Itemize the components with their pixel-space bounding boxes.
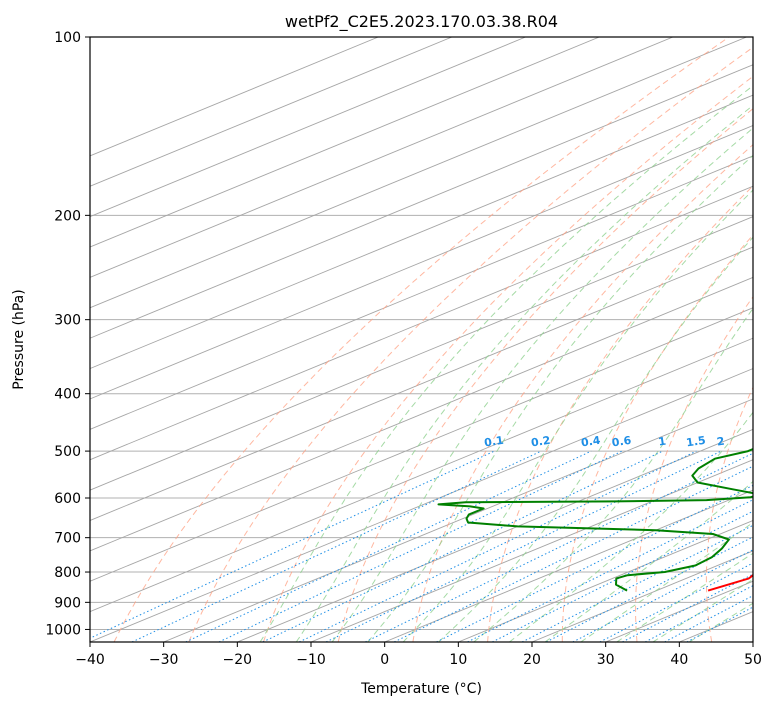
isotherm-line — [90, 368, 753, 642]
isotherm-line — [90, 125, 753, 400]
x-axis-label: Temperature (°C) — [360, 681, 482, 697]
mixing-ratio-label: 2 — [716, 435, 725, 449]
dry-adiabat-line — [412, 143, 753, 642]
isotherm-line — [384, 489, 753, 642]
x-tick-label: 50 — [744, 652, 762, 668]
mixing-ratio-line — [131, 450, 542, 642]
mixing-ratio-label: 0.2 — [530, 434, 551, 450]
dry-adiabat-line — [635, 295, 753, 642]
x-tick-label: −20 — [223, 652, 253, 668]
mixing-ratio-line — [262, 450, 663, 642]
mixing-ratio-line — [393, 465, 753, 642]
y-tick-label: 300 — [54, 313, 81, 329]
dry-adiabat-line — [487, 185, 753, 642]
isotherm-line — [310, 459, 753, 642]
moist-adiabat-line — [295, 104, 753, 642]
isotherm-line — [90, 216, 753, 491]
mixing-ratio-label: 0.6 — [611, 434, 633, 450]
mixing-ratio-line — [298, 450, 697, 642]
isotherm-line — [90, 307, 753, 582]
isotherm-line — [90, 37, 526, 218]
isotherm-line — [163, 398, 753, 642]
dry-adiabat-line — [113, 37, 730, 642]
mixing-ratio-label: 1.5 — [685, 434, 706, 450]
isotherm-line — [90, 64, 753, 339]
moist-adiabat-line — [331, 127, 753, 642]
moist-adiabat-line — [544, 480, 753, 642]
isotherm-line — [90, 37, 600, 248]
chart-title: wetPf2_C2E5.2023.170.03.38.R04 — [285, 12, 558, 32]
isotherm-line — [90, 37, 747, 309]
isotherm-line — [458, 519, 753, 642]
mixing-ratio-line — [218, 450, 623, 642]
isotherm-line — [90, 185, 753, 461]
mixing-ratio-label: 1 — [657, 435, 666, 449]
dry-adiabat-line — [263, 75, 753, 642]
mixing-ratio-label: 0.4 — [580, 434, 602, 450]
mixing-ratio-line — [436, 484, 753, 642]
isotherm-line — [90, 37, 379, 157]
x-tick-label: −30 — [149, 652, 179, 668]
isotherm-line — [90, 337, 753, 613]
dry-adiabat-line — [561, 234, 753, 642]
isotherm-line — [90, 155, 753, 430]
y-tick-label: 100 — [54, 30, 81, 46]
isotherm-line — [90, 37, 674, 278]
y-tick-label: 200 — [54, 208, 81, 224]
moist-adiabat-line — [580, 521, 753, 642]
x-tick-label: 0 — [380, 652, 389, 668]
mixing-ratio-label: 0.1 — [483, 434, 504, 450]
moist-adiabat-line — [259, 85, 753, 642]
isotherm-line — [237, 428, 753, 642]
dewpoint-profile-line — [437, 448, 753, 592]
y-tick-label: 900 — [54, 595, 81, 611]
y-axis-label: Pressure (hPa) — [11, 289, 27, 389]
x-tick-label: −10 — [296, 652, 326, 668]
plot-frame — [89, 36, 754, 643]
isotherm-line — [90, 276, 753, 552]
mixing-ratio-line — [365, 452, 753, 642]
mixing-ratio-line — [492, 510, 753, 642]
isotherm-line — [90, 246, 753, 521]
x-tick-label: 40 — [670, 652, 688, 668]
y-tick-label: 400 — [54, 387, 81, 403]
moist-adiabat-line — [473, 307, 753, 642]
y-tick-label: 1000 — [45, 622, 81, 638]
x-tick-label: 30 — [597, 652, 615, 668]
moist-adiabat-line — [438, 236, 753, 642]
y-tick-label: 500 — [54, 444, 81, 460]
dry-adiabat-line — [705, 386, 753, 642]
x-tick-label: 10 — [449, 652, 467, 668]
mixing-ratio-line — [467, 499, 753, 642]
isotherm-line — [90, 37, 453, 187]
mixing-ratio-line — [521, 524, 753, 642]
y-tick-label: 800 — [54, 565, 81, 581]
isotherm-line — [90, 94, 753, 370]
y-tick-label: 600 — [54, 491, 81, 507]
x-tick-label: 20 — [523, 652, 541, 668]
x-tick-label: −40 — [75, 652, 105, 668]
y-tick-label: 700 — [54, 531, 81, 547]
moist-adiabat-line — [367, 154, 753, 642]
